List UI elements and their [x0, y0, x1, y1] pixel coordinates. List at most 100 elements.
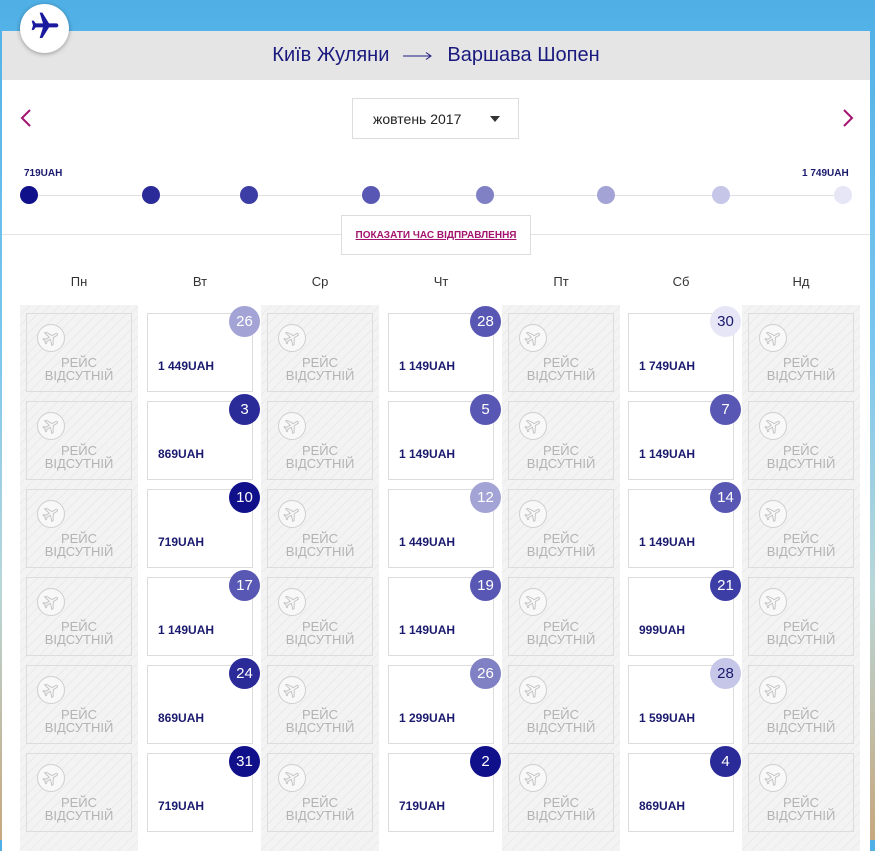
day-number-badge: 12 — [470, 482, 501, 513]
day-number-badge: 26 — [470, 658, 501, 689]
airline-logo[interactable] — [20, 4, 69, 53]
day-cell-unavailable: РЕЙС ВІДСУТНІЙ — [748, 665, 854, 744]
day-cell[interactable]: 1 599UAH 28 — [628, 658, 741, 744]
no-flight-label: РЕЙС ВІДСУТНІЙ — [44, 795, 114, 823]
day-price: 1 299UAH — [399, 711, 456, 725]
no-flight-label: РЕЙС ВІДСУТНІЙ — [526, 795, 596, 823]
day-cell[interactable]: 1 299UAH 26 — [388, 658, 501, 744]
day-cell-unavailable: РЕЙС ВІДСУТНІЙ — [508, 577, 614, 656]
no-flight-label: РЕЙС ВІДСУТНІЙ — [526, 619, 596, 647]
weekday-label: Пт — [553, 274, 569, 289]
day-number-badge: 7 — [710, 394, 741, 425]
day-number-badge: 10 — [229, 482, 260, 513]
day-cell-unavailable: РЕЙС ВІДСУТНІЙ — [267, 753, 373, 832]
airplane-icon — [278, 324, 306, 352]
airplane-icon — [278, 412, 306, 440]
day-cell[interactable]: 1 149UAH 7 — [628, 394, 741, 480]
airplane-icon — [37, 676, 65, 704]
day-cell[interactable]: 999UAH 21 — [628, 570, 741, 656]
price-scale-min: 719UAH — [24, 168, 63, 179]
day-number-badge: 30 — [710, 306, 741, 337]
day-price: 1 149UAH — [399, 447, 456, 461]
no-flight-label: РЕЙС ВІДСУТНІЙ — [766, 355, 836, 383]
day-cell-unavailable: РЕЙС ВІДСУТНІЙ — [267, 489, 373, 568]
day-cell-unavailable: РЕЙС ВІДСУТНІЙ — [508, 489, 614, 568]
day-price: 1 149UAH — [158, 623, 215, 637]
day-number-badge: 17 — [229, 570, 260, 601]
day-price: 1 449UAH — [399, 535, 456, 549]
day-cell-unavailable: РЕЙС ВІДСУТНІЙ — [508, 313, 614, 392]
airplane-icon — [519, 412, 547, 440]
day-number-badge: 26 — [229, 306, 260, 337]
day-cell-unavailable: РЕЙС ВІДСУТНІЙ — [26, 401, 132, 480]
day-price: 1 449UAH — [158, 359, 215, 373]
origin-city: Київ Жуляни — [272, 44, 390, 66]
day-cell-unavailable: РЕЙС ВІДСУТНІЙ — [267, 665, 373, 744]
day-cell-unavailable: РЕЙС ВІДСУТНІЙ — [508, 753, 614, 832]
airplane-icon — [519, 324, 547, 352]
day-cell[interactable]: 719UAH 31 — [147, 746, 260, 832]
weekday-label: Вт — [192, 274, 208, 289]
price-level-dot — [712, 186, 730, 204]
day-cell[interactable]: 1 749UAH 30 — [628, 306, 741, 392]
airplane-icon — [29, 10, 61, 47]
month-dropdown[interactable]: жовтень 2017 — [352, 98, 519, 139]
airplane-icon — [759, 500, 787, 528]
price-level-dot — [834, 186, 852, 204]
day-price: 869UAH — [158, 711, 205, 725]
price-level-dot — [240, 186, 258, 204]
no-flight-label: РЕЙС ВІДСУТНІЙ — [44, 619, 114, 647]
day-cell-unavailable: РЕЙС ВІДСУТНІЙ — [508, 401, 614, 480]
airplane-icon — [278, 500, 306, 528]
price-level-dot — [142, 186, 160, 204]
airplane-icon — [37, 588, 65, 616]
day-cell[interactable]: 719UAH 10 — [147, 482, 260, 568]
no-flight-label: РЕЙС ВІДСУТНІЙ — [44, 531, 114, 559]
day-cell[interactable]: 1 149UAH 5 — [388, 394, 501, 480]
day-number-badge: 21 — [710, 570, 741, 601]
day-cell[interactable]: 1 149UAH 28 — [388, 306, 501, 392]
day-price: 1 749UAH — [639, 359, 696, 373]
day-number-badge: 3 — [229, 394, 260, 425]
day-cell[interactable]: 1 449UAH 12 — [388, 482, 501, 568]
weekday-label: Нд — [792, 274, 810, 289]
day-cell-unavailable: РЕЙС ВІДСУТНІЙ — [26, 489, 132, 568]
weekday-label: Пн — [70, 274, 88, 289]
price-scale-track — [28, 195, 846, 196]
prev-month-button[interactable] — [16, 107, 36, 133]
destination-city: Варшава Шопен — [447, 44, 600, 66]
day-cell-unavailable: РЕЙС ВІДСУТНІЙ — [748, 753, 854, 832]
price-level-dot — [597, 186, 615, 204]
no-flight-label: РЕЙС ВІДСУТНІЙ — [44, 443, 114, 471]
no-flight-label: РЕЙС ВІДСУТНІЙ — [526, 531, 596, 559]
no-flight-label: РЕЙС ВІДСУТНІЙ — [766, 707, 836, 735]
next-month-button[interactable] — [838, 107, 858, 133]
airplane-icon — [759, 324, 787, 352]
day-cell-unavailable: РЕЙС ВІДСУТНІЙ — [26, 753, 132, 832]
day-cell-unavailable: РЕЙС ВІДСУТНІЙ — [26, 313, 132, 392]
day-cell[interactable]: 869UAH 24 — [147, 658, 260, 744]
day-number-badge: 4 — [710, 746, 741, 777]
no-flight-label: РЕЙС ВІДСУТНІЙ — [285, 443, 355, 471]
day-cell[interactable]: 1 149UAH 14 — [628, 482, 741, 568]
day-cell-unavailable: РЕЙС ВІДСУТНІЙ — [508, 665, 614, 744]
day-cell[interactable]: 1 149UAH 17 — [147, 570, 260, 656]
day-number-badge: 28 — [470, 306, 501, 337]
no-flight-label: РЕЙС ВІДСУТНІЙ — [285, 531, 355, 559]
show-departure-time-button[interactable]: ПОКАЗАТИ ЧАС ВІДПРАВЛЕННЯ — [341, 215, 531, 255]
day-cell[interactable]: 869UAH 3 — [147, 394, 260, 480]
day-price: 869UAH — [158, 447, 205, 461]
chevron-left-icon — [20, 108, 32, 133]
day-number-badge: 19 — [470, 570, 501, 601]
day-cell-unavailable: РЕЙС ВІДСУТНІЙ — [267, 401, 373, 480]
day-cell[interactable]: 1 449UAH 26 — [147, 306, 260, 392]
no-flight-label: РЕЙС ВІДСУТНІЙ — [766, 795, 836, 823]
day-cell[interactable]: 719UAH 2 — [388, 746, 501, 832]
day-cell[interactable]: 1 149UAH 19 — [388, 570, 501, 656]
day-cell[interactable]: 869UAH 4 — [628, 746, 741, 832]
no-flight-label: РЕЙС ВІДСУТНІЙ — [766, 531, 836, 559]
day-price: 719UAH — [158, 535, 205, 549]
day-number-badge: 14 — [710, 482, 741, 513]
day-number-badge: 5 — [470, 394, 501, 425]
no-flight-label: РЕЙС ВІДСУТНІЙ — [526, 707, 596, 735]
